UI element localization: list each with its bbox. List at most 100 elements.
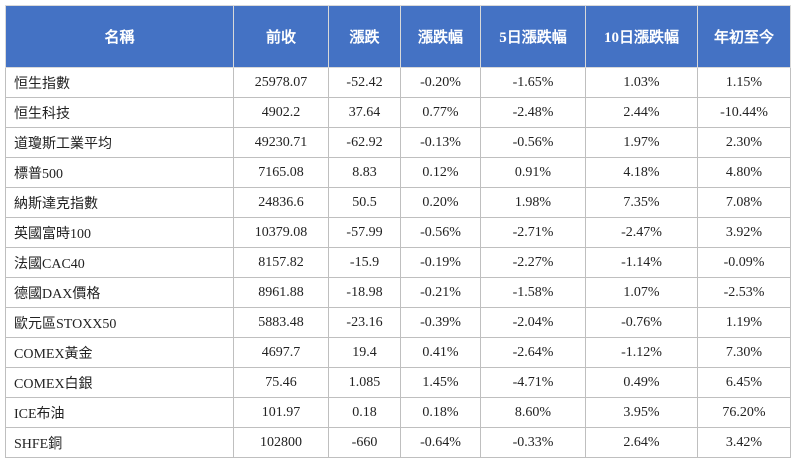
value-cell: 0.91% (480, 157, 586, 188)
value-cell: -0.76% (585, 307, 698, 338)
value-cell: -0.09% (697, 247, 791, 278)
value-cell: 0.12% (400, 157, 481, 188)
value-cell: 1.03% (585, 67, 698, 98)
value-cell: 2.30% (697, 127, 791, 158)
header-cell: 漲跌 (328, 5, 401, 68)
value-cell: 8961.88 (233, 277, 329, 308)
value-cell: 3.95% (585, 397, 698, 428)
value-cell: 2.44% (585, 97, 698, 128)
table-row: 納斯達克指數 24836.6 50.5 0.20% 1.98% 7.35% 7.08% (5, 187, 791, 218)
table-row: 英國富時100 10379.08 -57.99 -0.56% -2.71% -2.47% 3… (5, 217, 791, 248)
header-cell: 漲跌幅 (400, 5, 481, 68)
value-cell: 37.64 (328, 97, 401, 128)
name-cell: ICE布油 (5, 397, 234, 428)
name-cell: 恒生科技 (5, 97, 234, 128)
table-row: 道瓊斯工業平均 49230.71 -62.92 -0.13% -0.56% 1.97% 2.… (5, 127, 791, 158)
name-cell: 道瓊斯工業平均 (5, 127, 234, 158)
value-cell: 0.49% (585, 367, 698, 398)
value-cell: 50.5 (328, 187, 401, 218)
value-cell: 4.80% (697, 157, 791, 188)
value-cell: -2.04% (480, 307, 586, 338)
value-cell: 76.20% (697, 397, 791, 428)
market-table: 名稱 前收 漲跌 漲跌幅 5日漲跌幅 10日漲跌幅 年初至今 恒生指數 25978.07 -52… (5, 5, 791, 458)
value-cell: 7.35% (585, 187, 698, 218)
value-cell: -0.20% (400, 67, 481, 98)
value-cell: 8.83 (328, 157, 401, 188)
value-cell: -2.47% (585, 217, 698, 248)
value-cell: -0.39% (400, 307, 481, 338)
value-cell: 8.60% (480, 397, 586, 428)
value-cell: 7165.08 (233, 157, 329, 188)
table-row: 恒生科技 4902.2 37.64 0.77% -2.48% 2.44% -10.44% (5, 97, 791, 128)
value-cell: -0.13% (400, 127, 481, 158)
value-cell: 3.92% (697, 217, 791, 248)
value-cell: -2.71% (480, 217, 586, 248)
value-cell: 1.97% (585, 127, 698, 158)
value-cell: 4902.2 (233, 97, 329, 128)
value-cell: 0.77% (400, 97, 481, 128)
name-cell: SHFE銅 (5, 427, 234, 458)
table-row: 歐元區STOXX50 5883.48 -23.16 -0.39% -2.04% -0.76… (5, 307, 791, 338)
table-row: COMEX白銀 75.46 1.085 1.45% -4.71% 0.49% 6.45% (5, 367, 791, 398)
name-cell: COMEX白銀 (5, 367, 234, 398)
name-cell: 標普500 (5, 157, 234, 188)
value-cell: 2.64% (585, 427, 698, 458)
value-cell: 6.45% (697, 367, 791, 398)
name-cell: COMEX黃金 (5, 337, 234, 368)
value-cell: 1.98% (480, 187, 586, 218)
value-cell: 1.45% (400, 367, 481, 398)
value-cell: 0.18% (400, 397, 481, 428)
name-cell: 歐元區STOXX50 (5, 307, 234, 338)
value-cell: -0.21% (400, 277, 481, 308)
value-cell: -15.9 (328, 247, 401, 278)
value-cell: 1.085 (328, 367, 401, 398)
table-row: 標普500 7165.08 8.83 0.12% 0.91% 4.18% 4.80% (5, 157, 791, 188)
value-cell: 3.42% (697, 427, 791, 458)
header-cell: 前收 (233, 5, 329, 68)
name-cell: 德國DAX價格 (5, 277, 234, 308)
value-cell: -4.71% (480, 367, 586, 398)
value-cell: -1.14% (585, 247, 698, 278)
value-cell: -2.64% (480, 337, 586, 368)
value-cell: 0.41% (400, 337, 481, 368)
header-cell: 年初至今 (697, 5, 791, 68)
value-cell: -18.98 (328, 277, 401, 308)
value-cell: -660 (328, 427, 401, 458)
value-cell: 24836.6 (233, 187, 329, 218)
value-cell: -0.33% (480, 427, 586, 458)
value-cell: -0.56% (480, 127, 586, 158)
value-cell: 1.07% (585, 277, 698, 308)
value-cell: 5883.48 (233, 307, 329, 338)
value-cell: 25978.07 (233, 67, 329, 98)
value-cell: -2.48% (480, 97, 586, 128)
value-cell: -0.56% (400, 217, 481, 248)
value-cell: 49230.71 (233, 127, 329, 158)
header-cell: 名稱 (5, 5, 234, 68)
value-cell: -62.92 (328, 127, 401, 158)
value-cell: 19.4 (328, 337, 401, 368)
value-cell: 1.19% (697, 307, 791, 338)
value-cell: -1.12% (585, 337, 698, 368)
value-cell: -52.42 (328, 67, 401, 98)
header-cell: 5日漲跌幅 (480, 5, 586, 68)
value-cell: 8157.82 (233, 247, 329, 278)
value-cell: -1.65% (480, 67, 586, 98)
name-cell: 英國富時100 (5, 217, 234, 248)
table-body: 恒生指數 25978.07 -52.42 -0.20% -1.65% 1.03% 1.15%… (5, 67, 791, 458)
table-row: 德國DAX價格 8961.88 -18.98 -0.21% -1.58% 1.07% -2.… (5, 277, 791, 308)
header-row: 名稱 前收 漲跌 漲跌幅 5日漲跌幅 10日漲跌幅 年初至今 (5, 5, 791, 68)
value-cell: -23.16 (328, 307, 401, 338)
value-cell: 7.08% (697, 187, 791, 218)
value-cell: -2.27% (480, 247, 586, 278)
name-cell: 恒生指數 (5, 67, 234, 98)
table-row: ICE布油 101.97 0.18 0.18% 8.60% 3.95% 76.20% (5, 397, 791, 428)
value-cell: -0.64% (400, 427, 481, 458)
value-cell: -0.19% (400, 247, 481, 278)
value-cell: -10.44% (697, 97, 791, 128)
value-cell: -1.58% (480, 277, 586, 308)
header-cell: 10日漲跌幅 (585, 5, 698, 68)
value-cell: 7.30% (697, 337, 791, 368)
name-cell: 納斯達克指數 (5, 187, 234, 218)
value-cell: 101.97 (233, 397, 329, 428)
